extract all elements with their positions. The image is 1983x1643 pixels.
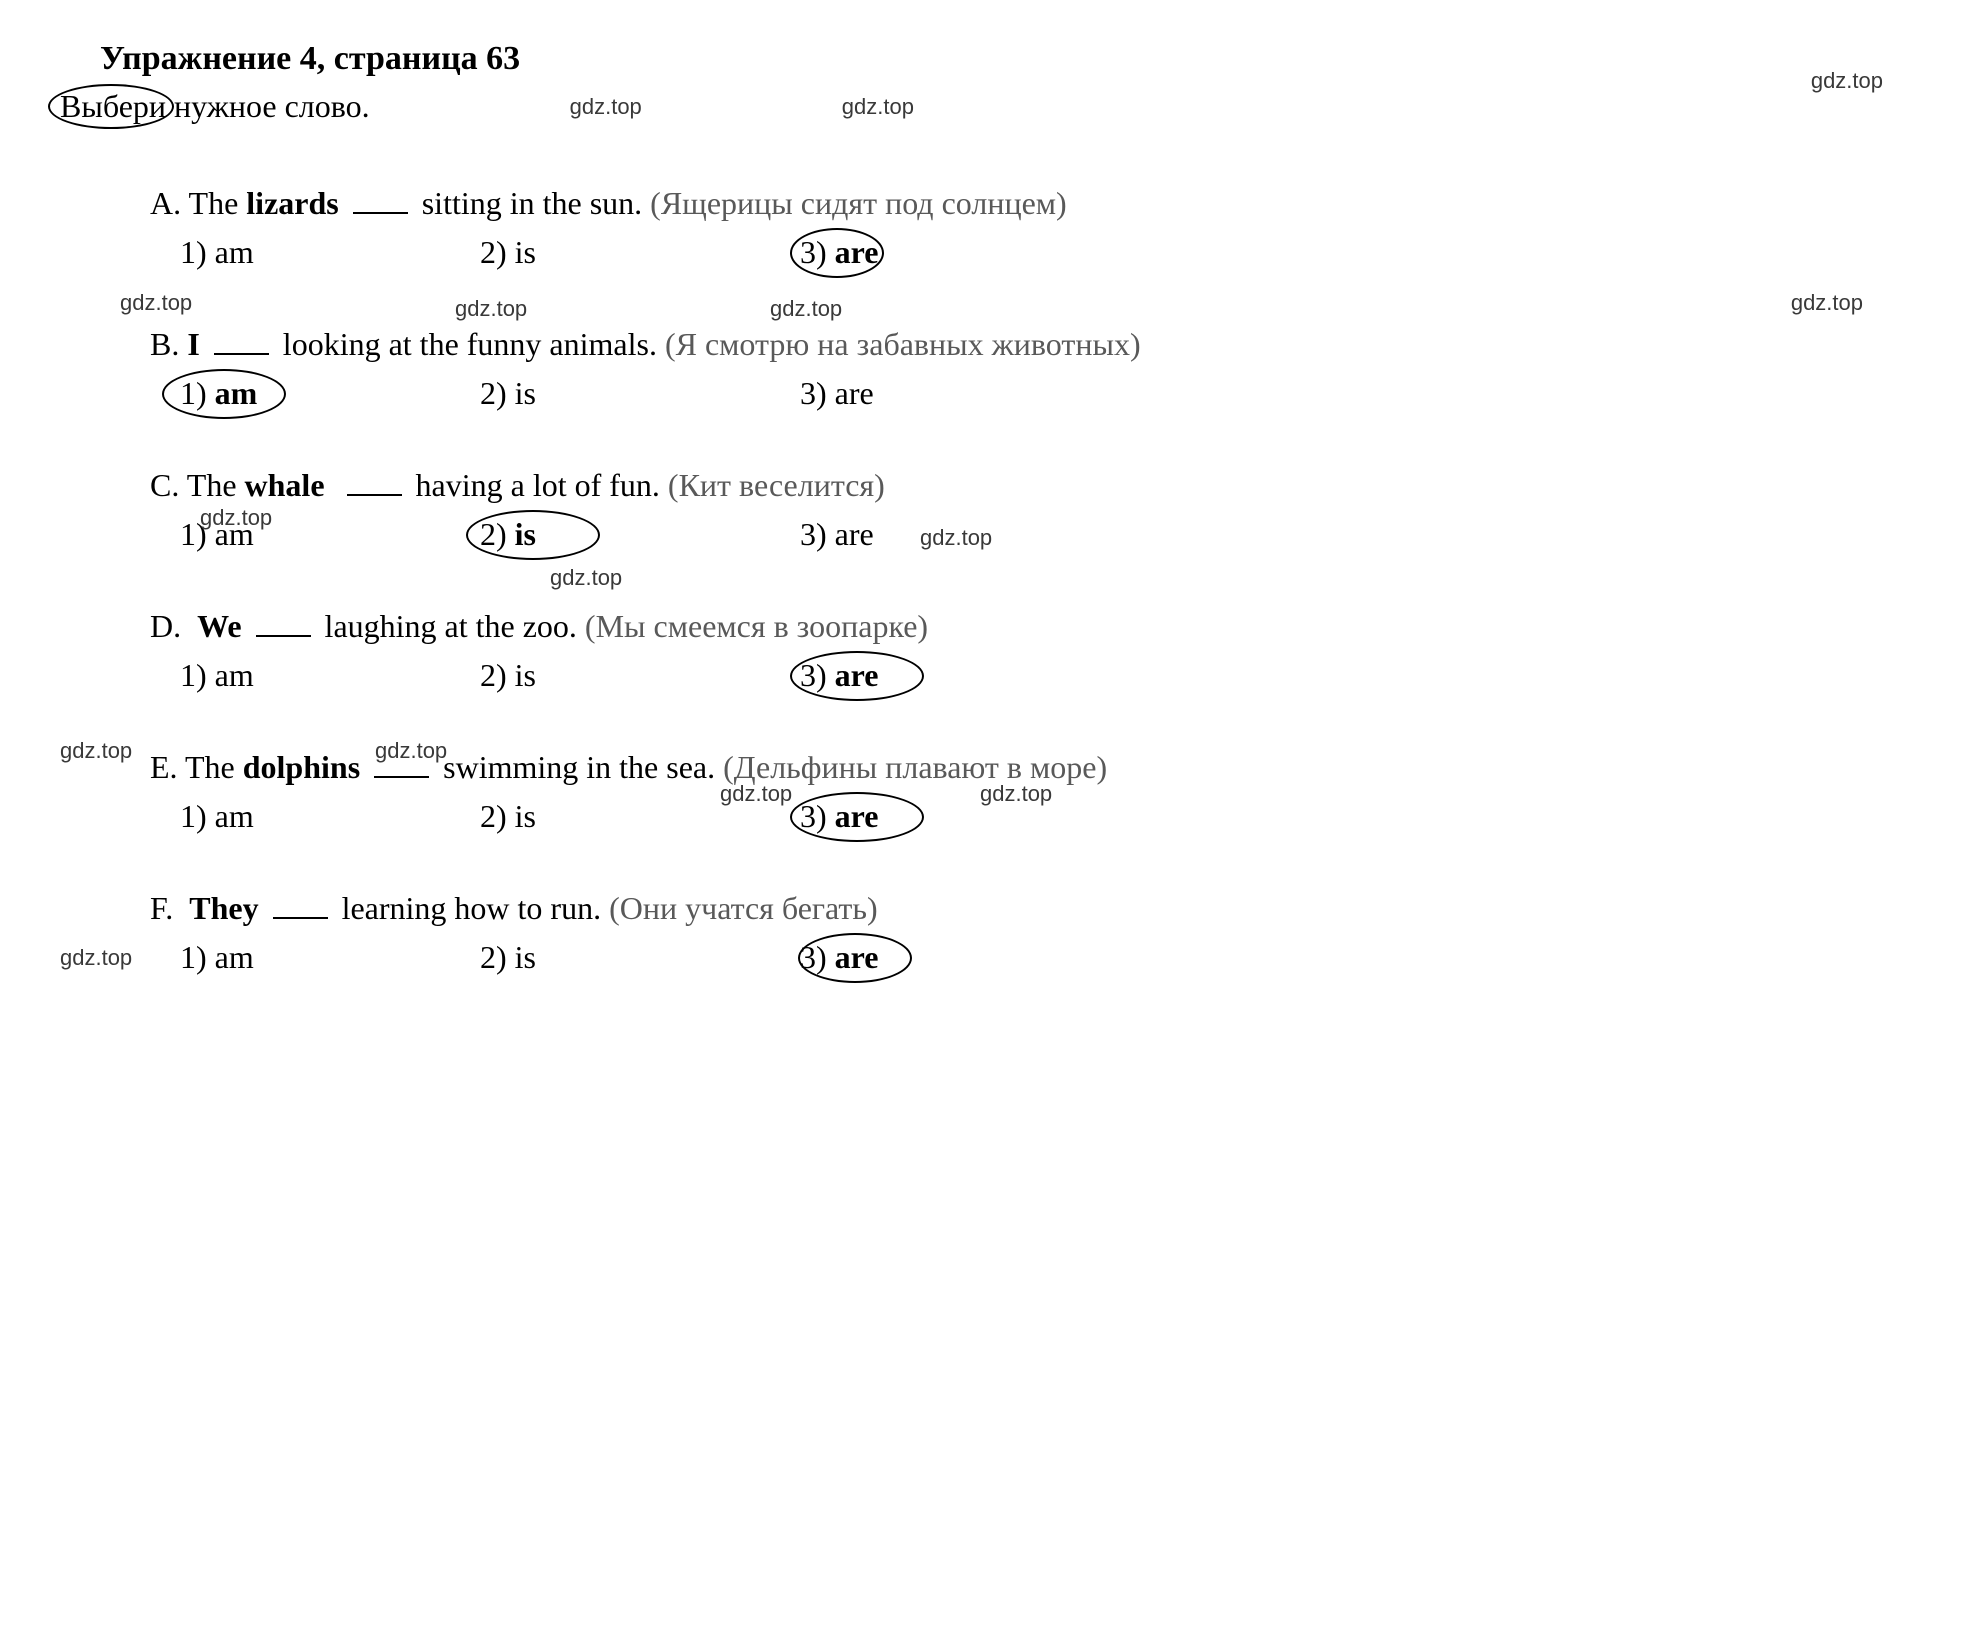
q-post: learning how to run. bbox=[334, 890, 602, 926]
opt-prefix: 3) bbox=[800, 939, 835, 975]
q-subject: lizards bbox=[246, 185, 338, 221]
opt-prefix: 3) bbox=[800, 234, 835, 270]
options-row: 1) am 2) is 3) are bbox=[180, 657, 1923, 694]
watermark: gdz.top bbox=[60, 945, 132, 971]
q-translation: (Кит веселится) bbox=[668, 467, 885, 503]
option-2: 2) is bbox=[480, 939, 800, 976]
option-2: 2) is bbox=[480, 657, 800, 694]
q-subject: They bbox=[189, 890, 258, 926]
watermark: gdz.top bbox=[1791, 290, 1863, 316]
option-1: 1) am bbox=[180, 375, 480, 412]
q-translation: (Ящерицы сидят под солнцем) bbox=[650, 185, 1067, 221]
options-row: 1) am 2) is 3) are bbox=[180, 234, 1923, 271]
q-post: having a lot of fun. bbox=[408, 467, 660, 503]
watermark: gdz.top bbox=[1811, 68, 1883, 94]
q-post: laughing at the zoo. bbox=[317, 608, 577, 644]
q-letter: F. bbox=[150, 890, 173, 926]
q-letter: A. bbox=[150, 185, 181, 221]
blank bbox=[256, 631, 311, 637]
opt-prefix: 3) bbox=[800, 657, 835, 693]
q-subject: We bbox=[197, 608, 241, 644]
blank bbox=[214, 349, 269, 355]
question-text: B. I looking at the funny animals. (Я см… bbox=[150, 326, 1923, 363]
question-text: C. The whale having a lot of fun. (Кит в… bbox=[150, 467, 1923, 504]
option-1: 1) am bbox=[180, 234, 480, 271]
exercise-title: Упражнение 4, страница 63 bbox=[100, 40, 1923, 78]
q-subject: dolphins bbox=[243, 749, 360, 785]
opt-answer: are bbox=[835, 798, 879, 834]
q-translation: (Дельфины плавают в море) bbox=[723, 749, 1107, 785]
blank bbox=[374, 772, 429, 778]
question-f: F. They learning how to run. (Они учатся… bbox=[150, 890, 1923, 976]
blank bbox=[347, 490, 402, 496]
watermark: gdz.top bbox=[770, 296, 842, 322]
q-post: swimming in the sea. bbox=[435, 749, 715, 785]
watermark: gdz.top bbox=[920, 525, 992, 551]
option-1: 1) am bbox=[180, 798, 480, 835]
question-a: A. The lizards sitting in the sun. (Ящер… bbox=[150, 185, 1923, 271]
option-2: 2) is bbox=[480, 234, 800, 271]
watermark: gdz.top bbox=[720, 781, 792, 807]
opt-prefix: 2) bbox=[480, 516, 515, 552]
question-b: gdz.top gdz.top B. I looking at the funn… bbox=[150, 326, 1923, 412]
question-c: C. The whale having a lot of fun. (Кит в… bbox=[150, 467, 1923, 553]
option-1: 1) am bbox=[180, 939, 480, 976]
option-3: 3) are bbox=[800, 939, 1100, 976]
options-row: 1) am 2) is 3) are bbox=[180, 375, 1923, 412]
q-translation: (Мы смеемся в зоопарке) bbox=[585, 608, 928, 644]
q-pre: The bbox=[187, 467, 245, 503]
question-text: F. They learning how to run. (Они учатся… bbox=[150, 890, 1923, 927]
question-d: D. We laughing at the zoo. (Мы смеемся в… bbox=[150, 608, 1923, 694]
option-3: 3) are bbox=[800, 234, 1100, 271]
watermark: gdz.top bbox=[980, 781, 1052, 807]
watermark: gdz.top bbox=[200, 505, 272, 531]
option-2: 2) is bbox=[480, 516, 800, 553]
q-letter: C. bbox=[150, 467, 179, 503]
q-letter: E. bbox=[150, 749, 178, 785]
opt-answer: are bbox=[835, 234, 879, 270]
instruction-rest: нужное слово. bbox=[174, 88, 370, 124]
opt-answer: are bbox=[835, 657, 879, 693]
instruction-row: Выбери нужное слово. gdz.top gdz.top gdz… bbox=[60, 88, 1923, 125]
option-1: 1) am bbox=[180, 657, 480, 694]
options-row: 1) am 2) is 3) are bbox=[180, 939, 1923, 976]
watermark: gdz.top bbox=[60, 738, 132, 764]
q-subject: I bbox=[187, 326, 199, 362]
watermark: gdz.top bbox=[550, 565, 622, 591]
q-pre: The bbox=[185, 749, 243, 785]
opt-answer: are bbox=[835, 939, 879, 975]
blank bbox=[353, 208, 408, 214]
q-translation: (Я смотрю на забавных животных) bbox=[665, 326, 1141, 362]
option-3: 3) are bbox=[800, 657, 1100, 694]
opt-prefix: 3) bbox=[800, 798, 835, 834]
q-letter: B. bbox=[150, 326, 179, 362]
question-text: D. We laughing at the zoo. (Мы смеемся в… bbox=[150, 608, 1923, 645]
options-row: 1) am 2) is 3) are bbox=[180, 516, 1923, 553]
watermark: gdz.top bbox=[570, 94, 642, 120]
q-pre: The bbox=[189, 185, 247, 221]
option-3: 3) are bbox=[800, 798, 1100, 835]
q-post: sitting in the sun. bbox=[414, 185, 642, 221]
q-subject: whale bbox=[245, 467, 325, 503]
q-post: looking at the funny animals. bbox=[275, 326, 657, 362]
opt-answer: am bbox=[215, 375, 258, 411]
option-3: 3) are bbox=[800, 375, 1100, 412]
q-translation: (Они учатся бегать) bbox=[609, 890, 878, 926]
circled-instruction-word: Выбери bbox=[60, 88, 166, 125]
question-text: A. The lizards sitting in the sun. (Ящер… bbox=[150, 185, 1923, 222]
q-letter: D. bbox=[150, 608, 181, 644]
watermark: gdz.top bbox=[120, 290, 192, 316]
watermark: gdz.top bbox=[842, 94, 914, 120]
option-2: 2) is bbox=[480, 375, 800, 412]
blank bbox=[273, 913, 328, 919]
opt-answer: is bbox=[515, 516, 536, 552]
watermark: gdz.top bbox=[455, 296, 527, 322]
question-e: E. The dolphins swimming in the sea. (Де… bbox=[150, 749, 1923, 835]
instruction-text: Выбери нужное слово. bbox=[60, 88, 370, 125]
opt-prefix: 1) bbox=[180, 375, 215, 411]
